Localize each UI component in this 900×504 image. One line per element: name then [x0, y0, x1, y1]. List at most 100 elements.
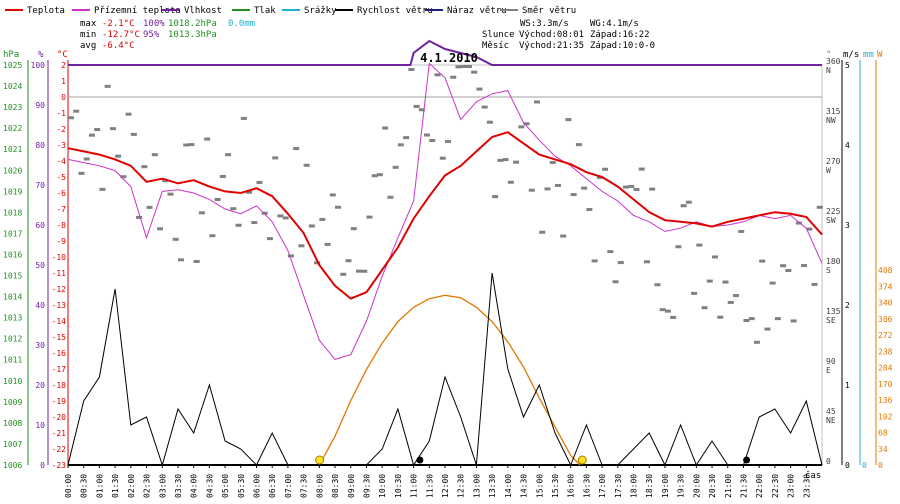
wind-direction-point [450, 75, 457, 79]
wind-direction-point [502, 158, 509, 162]
wind-direction-point [413, 104, 420, 108]
pressure-tick-label: 1017 [3, 229, 22, 238]
wind-direction-point [387, 195, 394, 199]
wind-direction-point [748, 317, 755, 321]
wind-direction-point [371, 174, 378, 178]
x-tick-label: 22:30 [771, 474, 780, 498]
stat-max-temp: -2.1°C [102, 19, 135, 29]
chart-title: 4.1.2010 [420, 51, 478, 65]
wind-direction-point [230, 207, 237, 211]
wind-direction-point [649, 187, 656, 191]
direction-tick-label: 225 [826, 207, 841, 216]
wind-direction-point [607, 250, 614, 254]
temperature-tick-label: -19 [52, 397, 67, 406]
direction-tick-label: 0 [826, 457, 831, 466]
moon-rise: Východ:21:35 [519, 41, 584, 51]
wind-tick-label: 2 [845, 301, 850, 310]
stat-max-label: max [80, 19, 97, 29]
wind-direction-point [602, 167, 609, 171]
temperature-tick-label: -1 [56, 109, 66, 118]
humidity-tick-label: 80 [35, 141, 45, 150]
wind-direction-point [664, 309, 671, 313]
compass-tick-label: SW [826, 216, 836, 225]
wind-direction-point [308, 224, 315, 228]
pressure-tick-label: 1011 [3, 356, 22, 365]
x-tick-label: 03:00 [158, 474, 167, 498]
wind-direction-point [759, 259, 766, 263]
wind-direction-point [235, 223, 242, 227]
direction-tick-label: 45 [826, 407, 836, 416]
x-tick-label: 02:30 [143, 474, 152, 498]
temperature-tick-label: -21 [52, 429, 67, 438]
x-tick-label: 23:30 [802, 474, 811, 498]
temperature-tick-label: -7 [56, 205, 66, 214]
legend-label: Tlak [254, 6, 276, 16]
wind-direction-point [366, 215, 373, 219]
stat-max-hum: 100% [143, 19, 165, 29]
wind-direction-point [801, 264, 808, 268]
pressure-tick-label: 1014 [3, 293, 22, 302]
wind-direction-point [623, 185, 630, 189]
stat-min-press: 1013.3hPa [168, 30, 217, 40]
wind-direction-point [136, 215, 143, 219]
temperature-tick-label: -6 [56, 189, 66, 198]
pressure-tick-label: 1009 [3, 398, 22, 407]
wind-direction-point [261, 211, 268, 215]
x-tick-label: 16:00 [567, 474, 576, 498]
direction-tick-label: 315 [826, 107, 841, 116]
unit-deg: ° [826, 50, 831, 60]
wind-direction-point [785, 268, 792, 272]
wind-direction-point [617, 261, 624, 265]
legend-label: Náraz větru [447, 6, 507, 16]
wind-direction-point [298, 244, 305, 248]
wind-direction-point [214, 197, 221, 201]
solar-tick-label: 34 [878, 445, 888, 454]
temperature-tick-label: -15 [52, 333, 67, 342]
x-tick-label: 07:30 [300, 474, 309, 498]
temperature-tick-label: -18 [52, 381, 67, 390]
wind-wg: WG:4.1m/s [590, 19, 639, 29]
wind-direction-point [272, 156, 279, 160]
stat-max-precip: 0.0mm [228, 19, 255, 29]
x-tick-label: 00:00 [64, 474, 73, 498]
x-tick-label: 01:00 [95, 474, 104, 498]
legend-label: Teplota [27, 6, 65, 16]
direction-tick-label: 90 [826, 357, 836, 366]
wind-direction-point [266, 237, 273, 241]
x-tick-label: 04:30 [205, 474, 214, 498]
wind-direction-point [172, 237, 179, 241]
x-tick-label: 18:00 [630, 474, 639, 498]
wind-direction-point [424, 133, 431, 137]
temperature-tick-label: -9 [56, 237, 66, 246]
x-tick-label: 06:30 [268, 474, 277, 498]
wind-direction-point [591, 259, 598, 263]
temperature-tick-label: -11 [52, 269, 67, 278]
wind-direction-point [455, 65, 462, 69]
temperature-tick-label: -5 [56, 173, 66, 182]
solar-tick-label: 170 [878, 380, 893, 389]
plot-frame [67, 64, 823, 466]
wind-direction-point [439, 156, 446, 160]
wind-direction-point [120, 175, 127, 179]
x-tick-label: 06:00 [253, 474, 262, 498]
solar-tick-label: 238 [878, 347, 893, 356]
wind-speed-line [67, 272, 823, 467]
moon-marker [743, 456, 751, 464]
wind-direction-point [680, 204, 687, 208]
wind-direction-point [408, 68, 415, 72]
wind-direction-point [78, 171, 85, 175]
solar-tick-label: 272 [878, 331, 893, 340]
humidity-tick-label: 30 [35, 341, 45, 350]
stat-min-hum: 95% [143, 30, 160, 40]
wind-direction-point [68, 116, 74, 120]
direction-tick-label: 360 [826, 57, 841, 66]
wind-direction-point [130, 132, 137, 136]
sunrise-marker [315, 455, 325, 465]
solar-tick-label: 136 [878, 396, 893, 405]
wind-direction-point [225, 153, 232, 157]
solar-tick-label: 0 [878, 461, 883, 470]
x-tick-label: 17:00 [598, 474, 607, 498]
x-tick-label: 20:00 [692, 474, 701, 498]
x-tick-label: 00:30 [80, 474, 89, 498]
